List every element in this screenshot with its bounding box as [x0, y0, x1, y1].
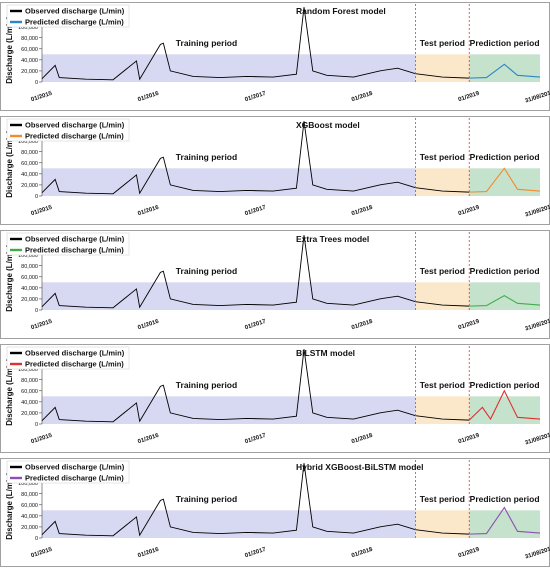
legend: Observed discharge (L/min) Predicted disc… [7, 119, 129, 141]
training-period-shade [42, 282, 415, 310]
chart-title: BiLSTM model [296, 348, 355, 358]
legend: Observed discharge (L/min) Predicted disc… [7, 233, 129, 255]
test-period-label: Test period [420, 266, 465, 276]
prediction-period-label: Prediction period [470, 38, 540, 48]
test-period-label: Test period [420, 380, 465, 390]
training-period-shade [42, 54, 415, 82]
y-tick-label: 20,000 [21, 183, 38, 189]
y-tick-label: 0 [35, 422, 38, 428]
prediction-period-label: Prediction period [470, 152, 540, 162]
prediction-period-label: Prediction period [470, 266, 540, 276]
y-tick-label: 40,000 [21, 58, 38, 64]
legend: Observed discharge (L/min) Predicted disc… [7, 347, 129, 369]
chart-title: Extra Trees model [296, 234, 369, 244]
legend-predicted-label: Predicted discharge (L/min) [25, 132, 124, 141]
legend: Observed discharge (L/min) Predicted disc… [7, 461, 129, 483]
chart-panel: 020,00040,00060,00080,000100,000120,000D… [1, 345, 550, 453]
y-tick-label: 80,000 [21, 150, 38, 156]
y-tick-label: 20,000 [21, 411, 38, 417]
y-tick-label: 40,000 [21, 400, 38, 406]
legend-observed-label: Observed discharge (L/min) [25, 235, 125, 244]
y-tick-label: 20,000 [21, 69, 38, 75]
y-tick-label: 60,000 [21, 47, 38, 53]
training-period-shade [42, 168, 415, 196]
y-tick-label: 40,000 [21, 286, 38, 292]
training-period-label: Training period [176, 380, 237, 390]
test-period-label: Test period [420, 152, 465, 162]
prediction-period-label: Prediction period [470, 494, 540, 504]
y-tick-label: 80,000 [21, 378, 38, 384]
chart-panel: 020,00040,00060,00080,000100,000120,000D… [1, 459, 550, 567]
test-period-label: Test period [420, 38, 465, 48]
legend-observed-label: Observed discharge (L/min) [25, 349, 125, 358]
y-tick-label: 60,000 [21, 389, 38, 395]
y-tick-label: 60,000 [21, 161, 38, 167]
training-period-label: Training period [176, 266, 237, 276]
y-tick-label: 0 [35, 536, 38, 542]
y-tick-label: 40,000 [21, 514, 38, 520]
y-tick-label: 80,000 [21, 492, 38, 498]
legend-observed-label: Observed discharge (L/min) [25, 463, 125, 472]
y-tick-label: 60,000 [21, 503, 38, 509]
training-period-shade [42, 396, 415, 424]
y-tick-label: 20,000 [21, 525, 38, 531]
legend-observed-label: Observed discharge (L/min) [25, 121, 125, 130]
chart-title: XGBoost model [296, 120, 360, 130]
y-tick-label: 0 [35, 194, 38, 200]
legend-predicted-label: Predicted discharge (L/min) [25, 360, 124, 369]
y-tick-label: 60,000 [21, 275, 38, 281]
legend: Observed discharge (L/min) Predicted disc… [7, 5, 129, 27]
chart-title: Hybrid XGBoost-BiLSTM model [296, 462, 424, 472]
training-period-shade [42, 510, 415, 538]
chart-panel: 020,00040,00060,00080,000100,000120,000D… [1, 3, 550, 111]
y-tick-label: 20,000 [21, 297, 38, 303]
training-period-label: Training period [176, 38, 237, 48]
y-tick-label: 0 [35, 308, 38, 314]
y-tick-label: 80,000 [21, 264, 38, 270]
y-tick-label: 40,000 [21, 172, 38, 178]
chart-panel: 020,00040,00060,00080,000100,000120,000D… [1, 231, 550, 339]
training-period-label: Training period [176, 152, 237, 162]
legend-observed-label: Observed discharge (L/min) [25, 7, 125, 16]
chart-title: Random Forest model [296, 6, 386, 16]
y-tick-label: 0 [35, 80, 38, 86]
legend-predicted-label: Predicted discharge (L/min) [25, 474, 124, 483]
prediction-period-label: Prediction period [470, 380, 540, 390]
chart-panel: 020,00040,00060,00080,000100,000120,000D… [1, 117, 550, 225]
legend-predicted-label: Predicted discharge (L/min) [25, 18, 124, 27]
test-period-label: Test period [420, 494, 465, 504]
legend-predicted-label: Predicted discharge (L/min) [25, 246, 124, 255]
training-period-label: Training period [176, 494, 237, 504]
y-tick-label: 80,000 [21, 36, 38, 42]
